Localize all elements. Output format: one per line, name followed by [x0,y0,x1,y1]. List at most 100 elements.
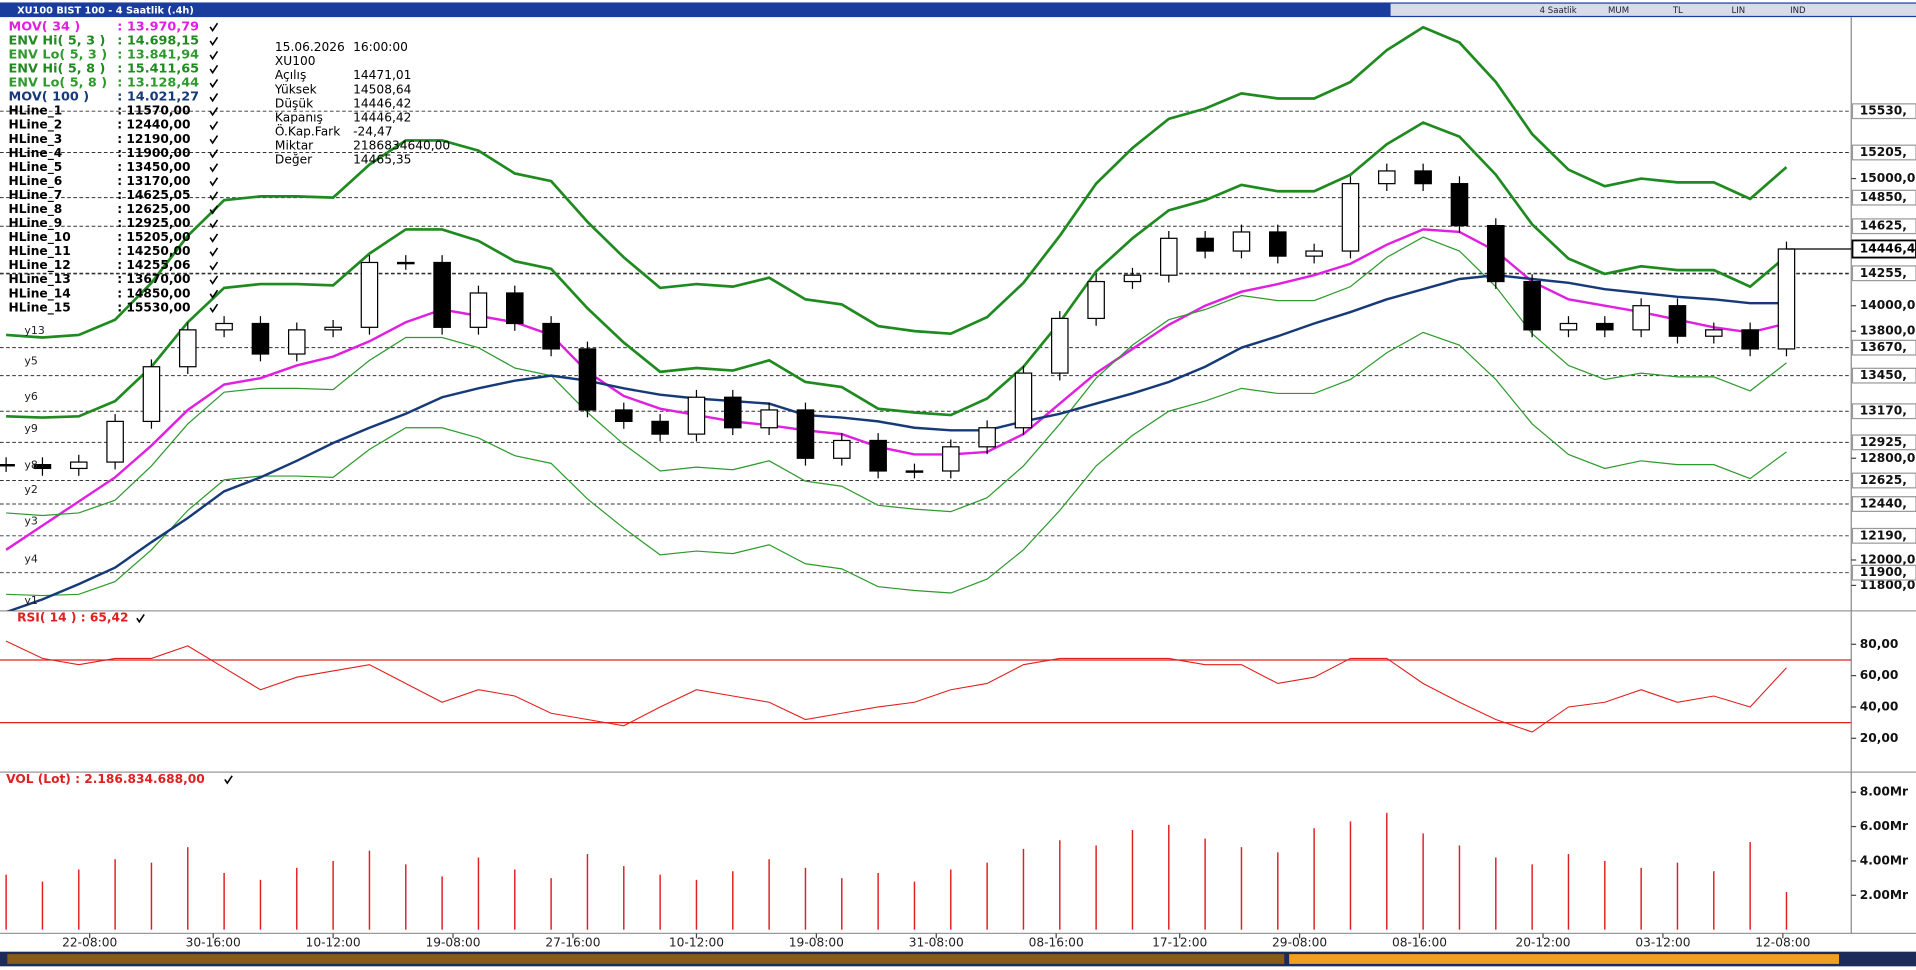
y-tick-label: 15000,00 [1860,171,1916,185]
price-tag-box [1851,434,1916,451]
toolbar-item[interactable]: TL [1672,6,1683,16]
legend-name: HLine_8 [9,202,63,217]
x-tick-label: 19-08:00 [425,936,480,950]
candle [1160,237,1178,276]
legend-value: : 11570,00 [117,104,190,118]
legend-name: HLine_3 [9,132,63,147]
scroll-track [7,954,1285,964]
price-tag: 15205, [1860,145,1907,159]
candle [1087,280,1105,320]
candle [1196,237,1214,252]
y-tick-label: 14000,00 [1860,298,1916,312]
check-icon [209,64,219,75]
price-tag: 15530, [1860,104,1907,118]
legend-value: : 14625,05 [117,188,190,202]
toolbar-item[interactable]: MUM [1608,6,1629,16]
toolbar-item[interactable]: 4 Saatlik [1540,6,1577,16]
indicator-line [6,121,1788,419]
candle [1559,322,1578,331]
price-tag: 12190, [1860,528,1907,542]
price-tag: 13670, [1860,340,1907,354]
price-tag: 14255, [1860,266,1907,280]
legend-name: MOV( 100 ) [9,90,90,105]
legend-value: : 12440,00 [117,118,190,132]
info-label: Kapanış [275,110,323,124]
price-tag: 12925, [1860,435,1907,449]
legend-value: : 12190,00 [117,132,190,146]
check-icon [209,219,219,229]
candle [360,261,379,328]
candle [33,464,52,470]
y-tick-label: 4.00Mr [1860,853,1908,867]
legend-value: : 14.021,27 [117,90,199,105]
legend-value: : 14.698,15 [117,33,199,48]
legend-value: : 14250,00 [117,244,190,258]
info-value: 14508,64 [353,82,411,96]
legend-name: ENV Lo( 5, 3 ) [9,47,108,62]
candle [1741,329,1759,350]
scroll-thumb[interactable] [1289,954,1840,964]
price-tag: 13450, [1860,368,1907,382]
toolbar-item[interactable]: LIN [1731,6,1745,16]
check-icon [209,78,219,89]
check-icon [209,121,219,131]
check-icon [209,93,219,103]
candle [0,464,15,467]
info-label: Değer [275,153,313,167]
check-icon [209,135,219,145]
info-date: 15.06.2026 [275,40,345,54]
legend-name: HLine_13 [9,272,71,287]
check-icon [209,303,219,313]
legend-value: : 12925,00 [117,216,190,230]
level-annotation: y13 [24,324,44,337]
price-tag-box [1851,218,1916,235]
legend-value: : 13.970,79 [117,19,199,34]
candle [1777,248,1796,350]
candle [760,409,778,429]
candle [687,396,706,435]
legend-name: HLine_9 [9,216,63,231]
legend-value: : 12625,00 [117,202,190,216]
candle [69,461,88,470]
price-tag: 11900, [1860,565,1907,579]
candle [1668,305,1687,337]
price-tag-box [1851,472,1916,489]
toolbar-item[interactable]: IND [1790,6,1806,16]
check-icon [209,275,219,285]
legend-name: HLine_10 [9,230,71,245]
info-value: 14446,42 [353,110,411,124]
info-label: Miktar [275,138,314,152]
vol-legend: VOL (Lot) : 2.186.834.688,00 [6,772,205,786]
candle [1414,170,1432,185]
x-tick-label: 27-16:00 [545,936,600,950]
x-tick-label: 12-08:00 [1755,936,1810,950]
candle [215,322,233,331]
y-tick-label: 40,00 [1860,699,1899,713]
check-icon [209,163,219,173]
level-annotation: y1 [24,594,38,607]
last-price-box [1851,239,1916,259]
window-title: XU100 BIST 100 - 4 Saatlik (.4h) [17,5,194,16]
candle [1305,250,1323,257]
legend-name: HLine_5 [9,160,63,175]
toolbar[interactable] [1390,3,1916,16]
price-tag-box [1851,189,1916,206]
price-tag-box [1851,144,1916,161]
candle [396,261,415,265]
y-tick-label: 6.00Mr [1860,819,1908,833]
check-icon [209,177,219,187]
legend-name: HLine_7 [9,188,63,203]
candle [1450,183,1469,227]
candle [651,420,669,435]
y-tick-label: 2.00Mr [1860,888,1908,902]
check-icon [209,50,219,61]
check-icon [209,191,219,201]
candle [433,261,451,328]
y-tick-label: 20,00 [1860,731,1899,745]
candle [469,292,488,328]
y-tick-label: 11800,00 [1860,578,1916,592]
legend-value: : 14255,06 [117,258,190,272]
legend-value: : 11900,00 [117,146,190,160]
candle [1341,183,1360,252]
